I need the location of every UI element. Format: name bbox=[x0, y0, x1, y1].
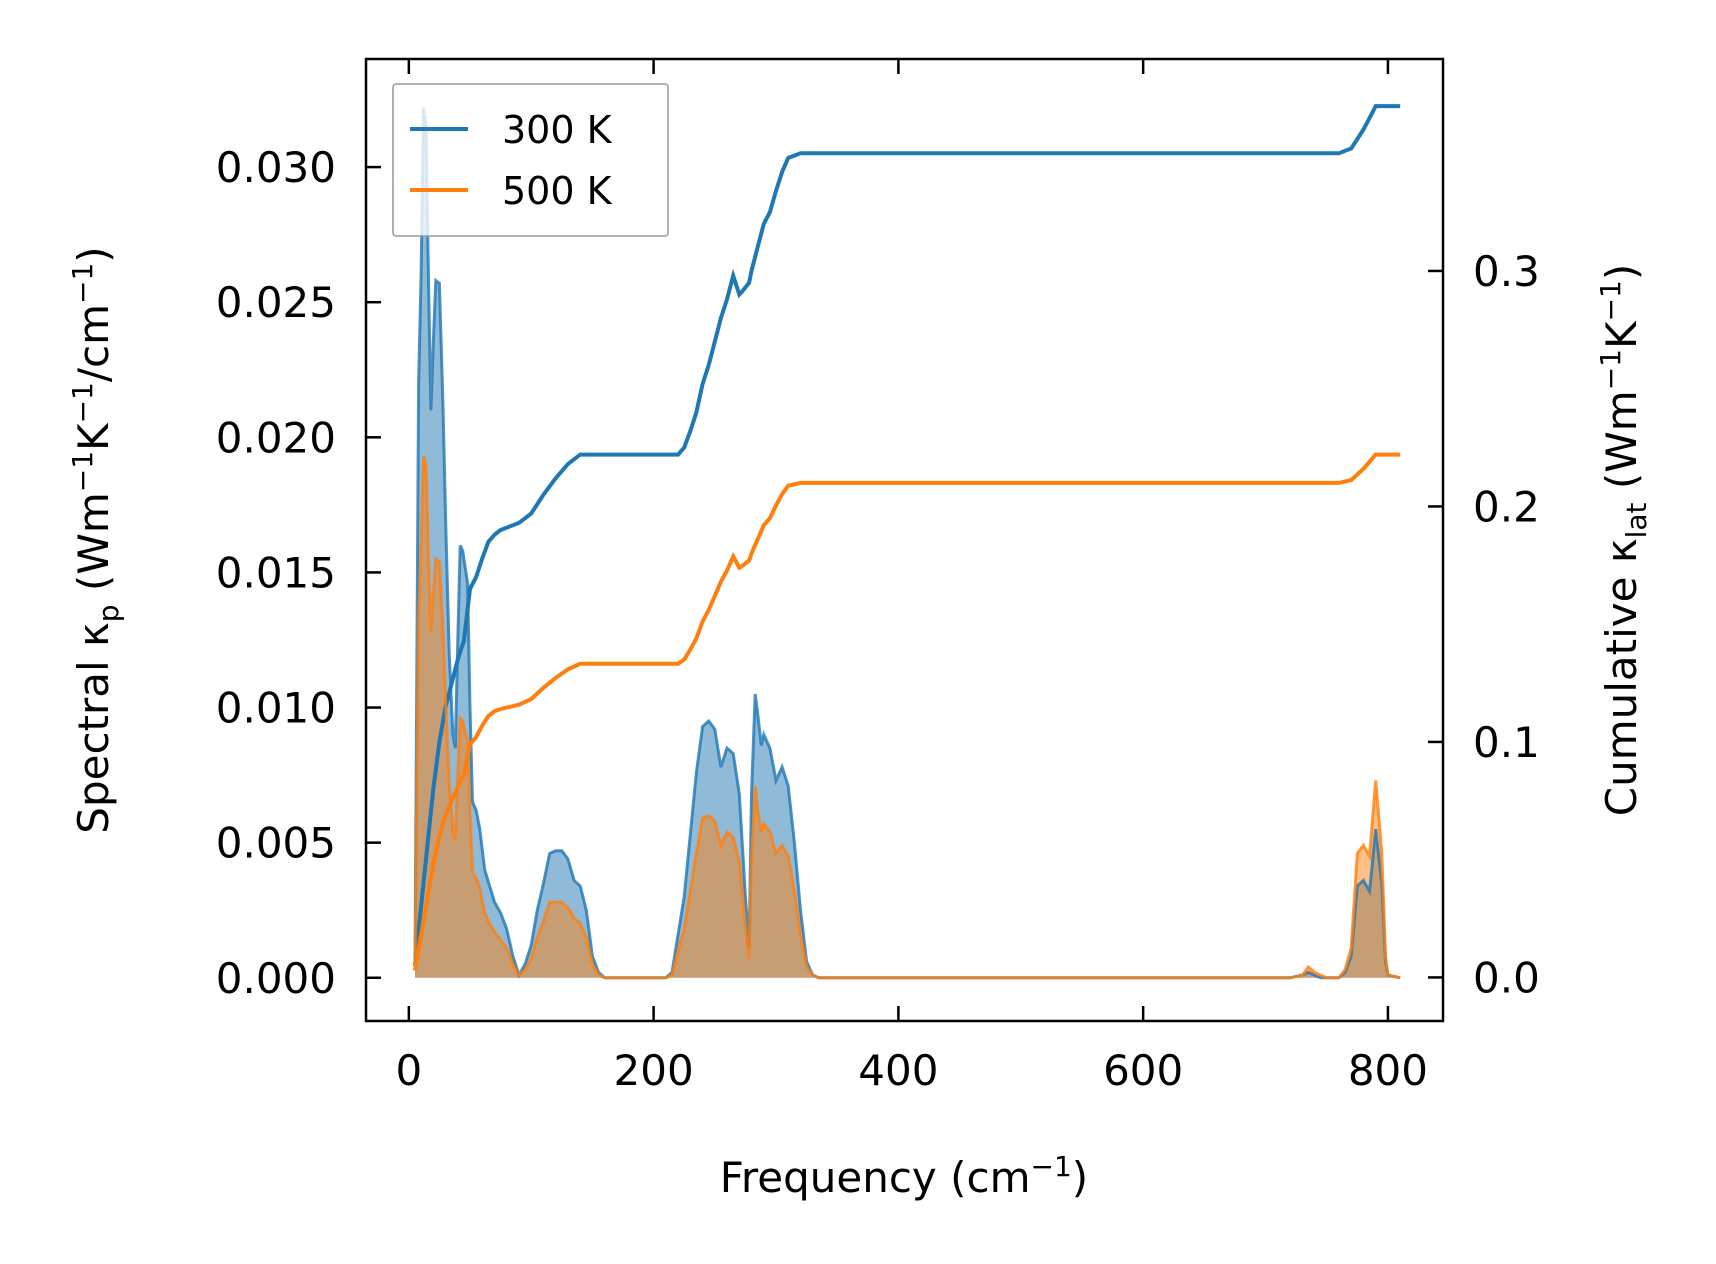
left-y-axis-ticks: 0.000 0.005 0.010 0.015 0.020 0.025 0.030 bbox=[216, 143, 381, 1003]
right-y-tick-label: 0.2 bbox=[1473, 482, 1540, 531]
right-y-tick-label: 0.1 bbox=[1473, 718, 1540, 767]
x-tick-label: 200 bbox=[614, 1046, 694, 1095]
left-y-tick-label: 0.015 bbox=[216, 548, 336, 597]
x-tick-label: 400 bbox=[858, 1046, 938, 1095]
x-tick-label: 600 bbox=[1103, 1046, 1183, 1095]
cumulative-line-500-k bbox=[413, 452, 1401, 971]
x-axis-label: Frequency (cm−1) bbox=[720, 1150, 1088, 1202]
plot-frame bbox=[364, 57, 1445, 1023]
left-y-tick-label: 0.030 bbox=[216, 143, 336, 192]
left-y-tick-label: 0.020 bbox=[216, 413, 336, 462]
right-y-axis-ticks: 0.0 0.1 0.2 0.3 bbox=[1428, 247, 1540, 1002]
left-y-tick-label: 0.010 bbox=[216, 684, 336, 733]
legend-box bbox=[392, 83, 669, 237]
series-lines bbox=[413, 104, 1401, 980]
legend-label-500k: 500 K bbox=[502, 169, 613, 213]
cumulative-line-300-k bbox=[413, 104, 1401, 966]
left-y-axis-label: Spectral κp (Wm−1K−1/cm−1) bbox=[66, 246, 125, 833]
legend-label-300k: 300 K bbox=[502, 108, 613, 152]
x-tick-label: 0 bbox=[395, 1046, 422, 1095]
right-y-axis-label: Cumulative κlat (Wm−1K−1) bbox=[1594, 264, 1653, 816]
x-axis-ticks: 0 200 400 600 800 bbox=[395, 59, 1428, 1095]
spectral-line-500-k bbox=[413, 455, 1401, 980]
right-y-tick-label: 0.0 bbox=[1473, 953, 1540, 1002]
left-y-tick-label: 0.005 bbox=[216, 819, 336, 868]
x-tick-label: 800 bbox=[1348, 1046, 1428, 1095]
legend: 300 K 500 K bbox=[392, 83, 669, 237]
left-y-tick-label: 0.000 bbox=[216, 954, 336, 1003]
plot-area bbox=[413, 104, 1401, 980]
right-y-tick-label: 0.3 bbox=[1473, 247, 1540, 296]
left-y-tick-label: 0.025 bbox=[216, 278, 336, 327]
